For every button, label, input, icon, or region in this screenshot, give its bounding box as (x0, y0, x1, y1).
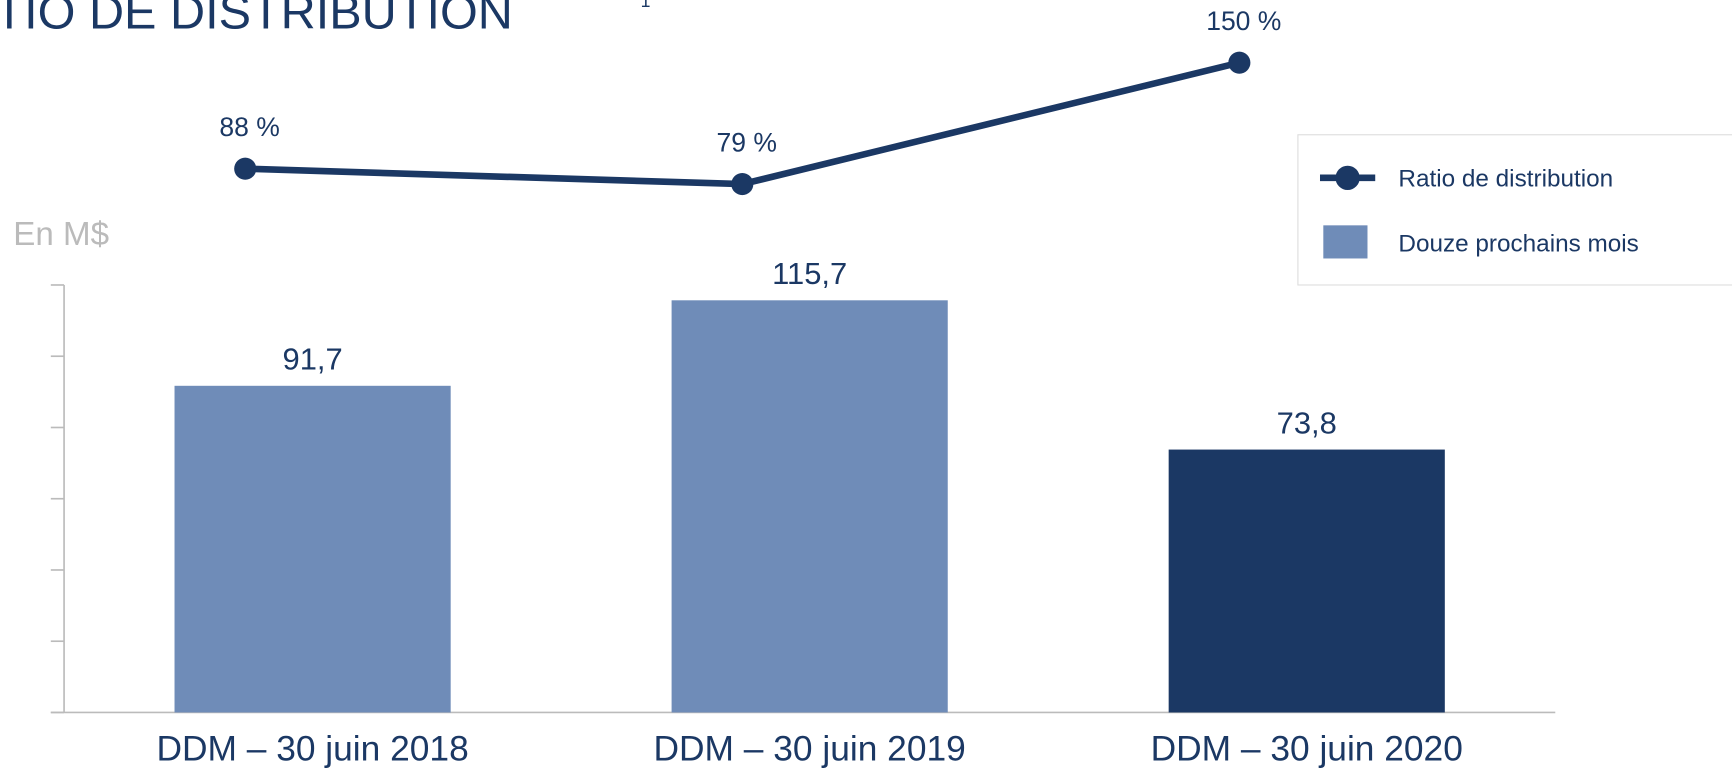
y-axis-label: En M$ (13, 216, 109, 253)
x-tick-label: DDM – 30 juin 2018 (156, 729, 468, 768)
legend-swatch (1335, 165, 1360, 190)
data-label: 91,7 (283, 342, 343, 377)
x-tick-label: DDM – 30 juin 2020 (1151, 729, 1463, 768)
data-label: 115,7 (772, 256, 847, 291)
data-label: 150 % (1206, 6, 1281, 36)
legend-swatch (1323, 225, 1368, 259)
legend-label: Douze prochains mois (1398, 231, 1638, 258)
line-marker (234, 157, 257, 180)
line-marker (1228, 51, 1251, 74)
line (245, 59, 1241, 188)
line-marker (731, 173, 754, 196)
bar (1168, 449, 1445, 713)
x-tick-label: DDM – 30 juin 2019 (654, 729, 966, 768)
bar (671, 300, 948, 713)
data-label: 73,8 (1277, 405, 1337, 440)
chart-title: TIO DE DISTRIBUTION (0, 0, 513, 39)
legend-label: Ratio de distribution (1398, 165, 1613, 192)
bar (174, 385, 451, 713)
data-label: 79 % (717, 127, 777, 157)
data-label: 88 % (219, 112, 279, 142)
legend-box (1297, 134, 1732, 286)
title-note: 1 (641, 0, 651, 11)
